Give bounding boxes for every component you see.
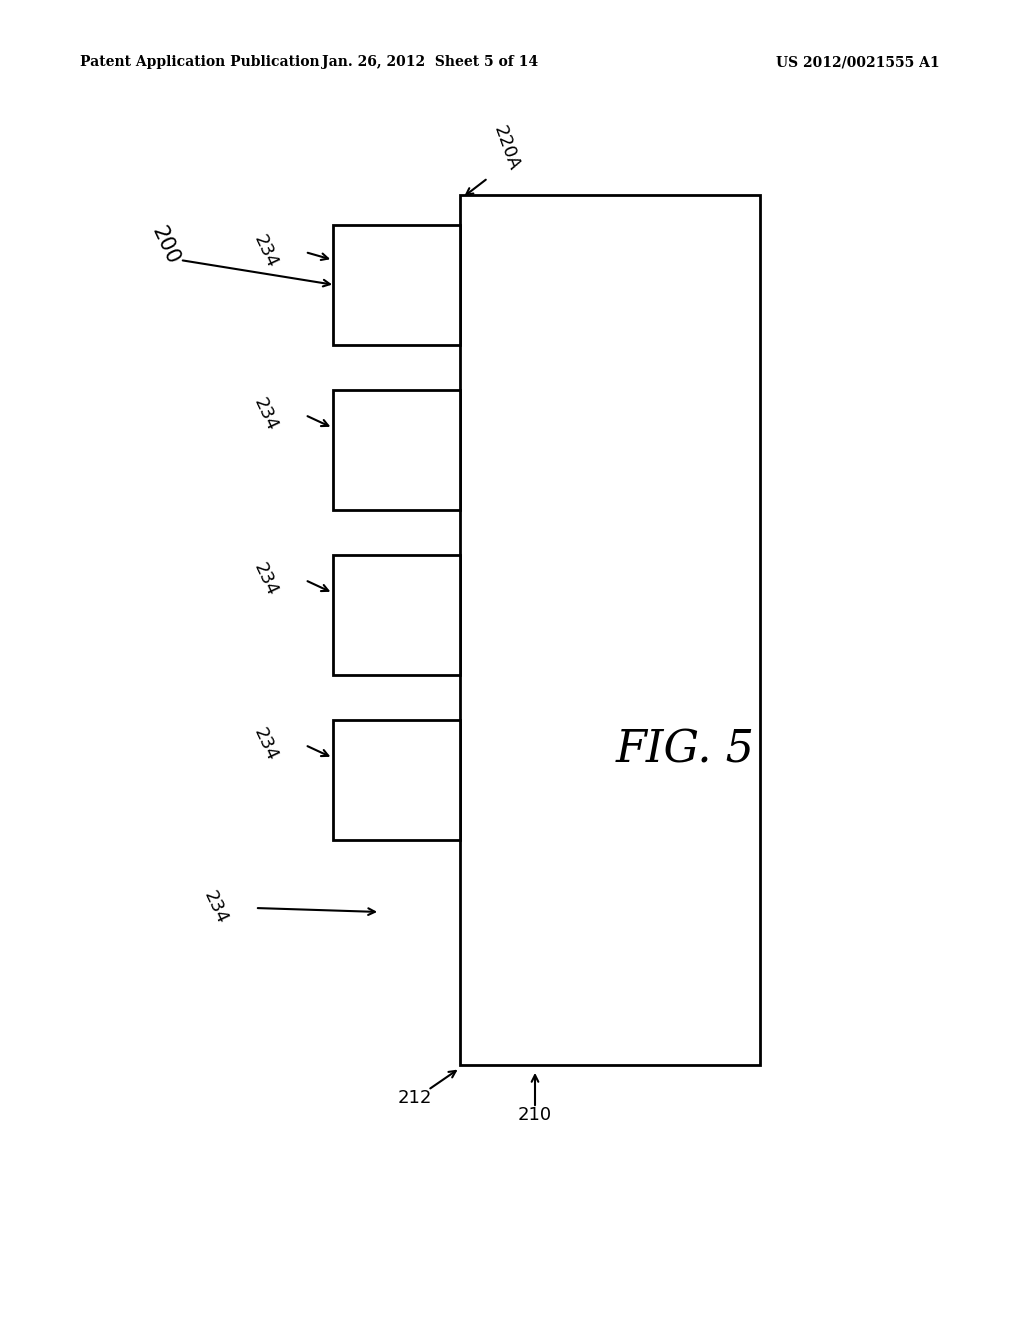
Bar bbox=[333, 224, 460, 345]
Bar bbox=[333, 554, 460, 675]
Bar bbox=[460, 195, 760, 1065]
Bar bbox=[333, 389, 460, 510]
Text: 234: 234 bbox=[250, 726, 281, 764]
Text: Patent Application Publication: Patent Application Publication bbox=[80, 55, 319, 69]
Text: 200: 200 bbox=[147, 223, 182, 267]
Text: FIG. 5: FIG. 5 bbox=[615, 729, 755, 772]
Text: 212: 212 bbox=[397, 1089, 432, 1107]
Text: 234: 234 bbox=[200, 888, 230, 928]
Text: Jan. 26, 2012  Sheet 5 of 14: Jan. 26, 2012 Sheet 5 of 14 bbox=[322, 55, 538, 69]
Text: 234: 234 bbox=[250, 396, 281, 434]
Text: 220A: 220A bbox=[490, 123, 523, 173]
Text: 210: 210 bbox=[518, 1106, 552, 1125]
Text: 234: 234 bbox=[250, 561, 281, 599]
Bar bbox=[333, 719, 460, 840]
Text: US 2012/0021555 A1: US 2012/0021555 A1 bbox=[776, 55, 940, 69]
Text: 234: 234 bbox=[250, 232, 281, 272]
